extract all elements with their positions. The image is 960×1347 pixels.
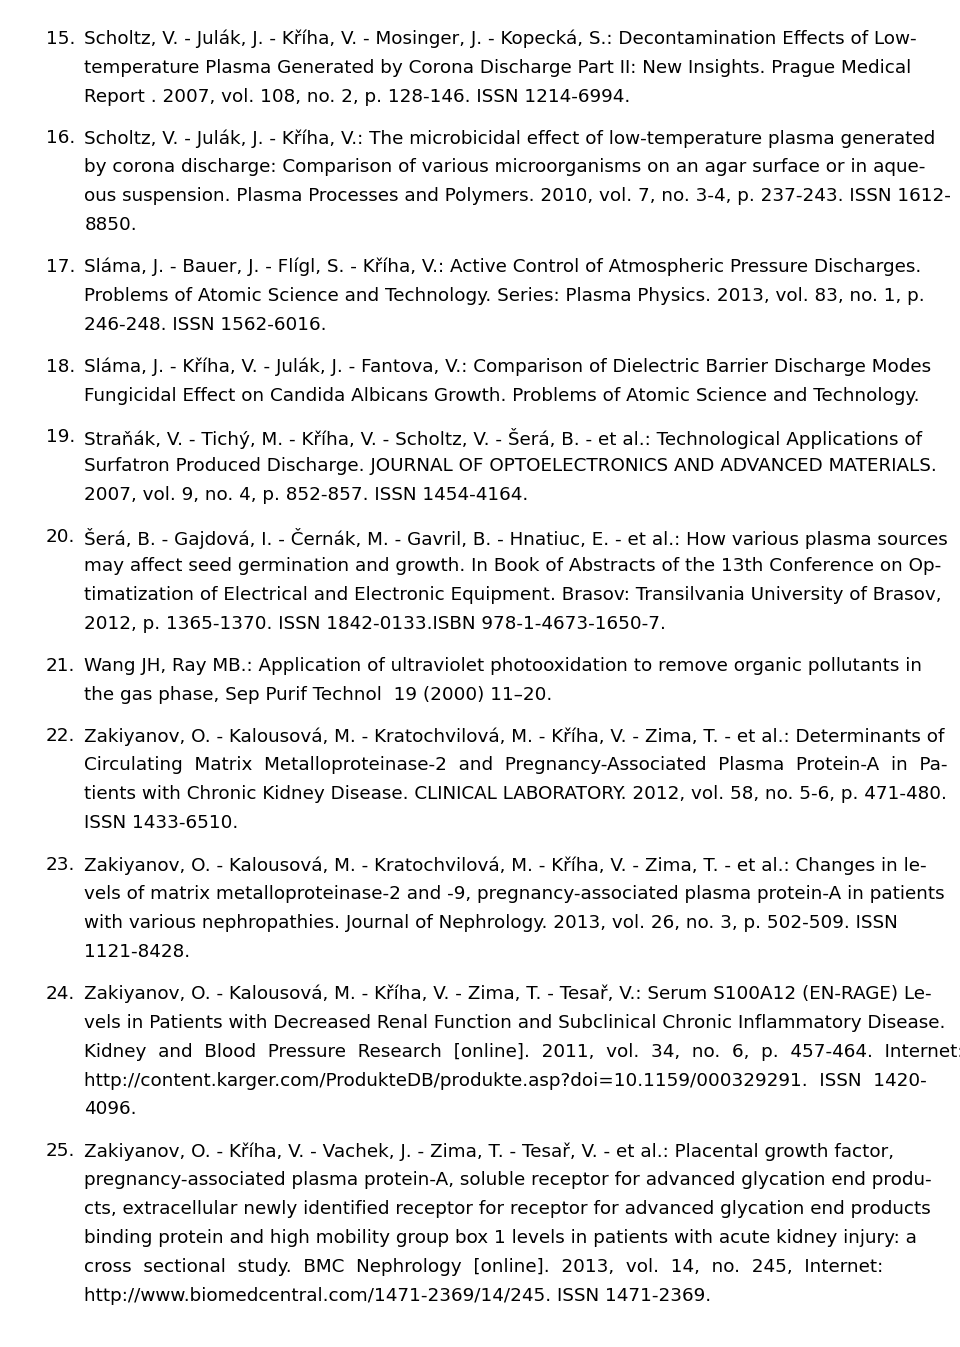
Text: ISSN 1433-6510.: ISSN 1433-6510. (84, 814, 239, 832)
Text: Kidney  and  Blood  Pressure  Research  [online].  2011,  vol.  34,  no.  6,  p.: Kidney and Blood Pressure Research [onli… (84, 1043, 960, 1060)
Text: Fungicidal Effect on Candida Albicans Growth. Problems of Atomic Science and Tec: Fungicidal Effect on Candida Albicans Gr… (84, 387, 920, 404)
Text: http://content.karger.com/ProdukteDB/produkte.asp?doi=10.1159/000329291.  ISSN  : http://content.karger.com/ProdukteDB/pro… (84, 1071, 927, 1090)
Text: 16.: 16. (46, 129, 75, 147)
Text: 18.: 18. (46, 357, 75, 376)
Text: 15.: 15. (46, 30, 76, 47)
Text: binding protein and high mobility group box 1 levels in patients with acute kidn: binding protein and high mobility group … (84, 1228, 918, 1247)
Text: 2012, p. 1365-1370. ISSN 1842-0133.ISBN 978-1-4673-1650-7.: 2012, p. 1365-1370. ISSN 1842-0133.ISBN … (84, 614, 666, 633)
Text: may affect seed germination and growth. In Book of Abstracts of the 13th Confere: may affect seed germination and growth. … (84, 556, 942, 575)
Text: 17.: 17. (46, 259, 76, 276)
Text: vels of matrix metalloproteinase-2 and -9, pregnancy-associated plasma protein-A: vels of matrix metalloproteinase-2 and -… (84, 885, 945, 902)
Text: vels in Patients with Decreased Renal Function and Subclinical Chronic Inflammat: vels in Patients with Decreased Renal Fu… (84, 1013, 946, 1032)
Text: 23.: 23. (46, 855, 76, 874)
Text: 24.: 24. (46, 985, 75, 1002)
Text: Zakiyanov, O. - Kalousová, M. - Kratochvilová, M. - Kříha, V. - Zima, T. - et al: Zakiyanov, O. - Kalousová, M. - Kratochv… (84, 855, 927, 874)
Text: Wang JH, Ray MB.: Application of ultraviolet photooxidation to remove organic po: Wang JH, Ray MB.: Application of ultravi… (84, 656, 923, 675)
Text: the gas phase, Sep Purif Technol  19 (2000) 11–20.: the gas phase, Sep Purif Technol 19 (200… (84, 686, 553, 703)
Text: timatization of Electrical and Electronic Equipment. Brasov: Transilvania Univer: timatization of Electrical and Electroni… (84, 586, 942, 603)
Text: Problems of Atomic Science and Technology. Series: Plasma Physics. 2013, vol. 83: Problems of Atomic Science and Technolog… (84, 287, 925, 304)
Text: Scholtz, V. - Julák, J. - Kříha, V. - Mosinger, J. - Kopecká, S.: Decontaminatio: Scholtz, V. - Julák, J. - Kříha, V. - Mo… (84, 30, 917, 48)
Text: Sláma, J. - Bauer, J. - Flígl, S. - Kříha, V.: Active Control of Atmospheric Pre: Sláma, J. - Bauer, J. - Flígl, S. - Kříh… (84, 259, 922, 276)
Text: with various nephropathies. Journal of Nephrology. 2013, vol. 26, no. 3, p. 502-: with various nephropathies. Journal of N… (84, 913, 899, 932)
Text: 2007, vol. 9, no. 4, p. 852-857. ISSN 1454-4164.: 2007, vol. 9, no. 4, p. 852-857. ISSN 14… (84, 486, 529, 504)
Text: 25.: 25. (46, 1142, 76, 1160)
Text: 246-248. ISSN 1562-6016.: 246-248. ISSN 1562-6016. (84, 315, 327, 334)
Text: Šerá, B. - Gajdová, I. - Černák, M. - Gavril, B. - Hnatiuc, E. - et al.: How var: Šerá, B. - Gajdová, I. - Černák, M. - Ga… (84, 528, 948, 550)
Text: Zakiyanov, O. - Kříha, V. - Vachek, J. - Zima, T. - Tesař, V. - et al.: Placenta: Zakiyanov, O. - Kříha, V. - Vachek, J. -… (84, 1142, 895, 1161)
Text: Straňák, V. - Tichý, M. - Kříha, V. - Scholtz, V. - Šerá, B. - et al.: Technolog: Straňák, V. - Tichý, M. - Kříha, V. - Sc… (84, 428, 923, 450)
Text: Scholtz, V. - Julák, J. - Kříha, V.: The microbicidal effect of low-temperature : Scholtz, V. - Julák, J. - Kříha, V.: The… (84, 129, 936, 148)
Text: ous suspension. Plasma Processes and Polymers. 2010, vol. 7, no. 3-4, p. 237-243: ous suspension. Plasma Processes and Pol… (84, 187, 951, 205)
Text: Report . 2007, vol. 108, no. 2, p. 128-146. ISSN 1214-6994.: Report . 2007, vol. 108, no. 2, p. 128-1… (84, 88, 631, 105)
Text: pregnancy-associated plasma protein-A, soluble receptor for advanced glycation e: pregnancy-associated plasma protein-A, s… (84, 1171, 932, 1189)
Text: Zakiyanov, O. - Kalousová, M. - Kratochvilová, M. - Kříha, V. - Zima, T. - et al: Zakiyanov, O. - Kalousová, M. - Kratochv… (84, 727, 945, 746)
Text: Zakiyanov, O. - Kalousová, M. - Kříha, V. - Zima, T. - Tesař, V.: Serum S100A12 : Zakiyanov, O. - Kalousová, M. - Kříha, V… (84, 985, 932, 1004)
Text: cts, extracellular newly identified receptor for receptor for advanced glycation: cts, extracellular newly identified rece… (84, 1200, 931, 1218)
Text: Sláma, J. - Kříha, V. - Julák, J. - Fantova, V.: Comparison of Dielectric Barrie: Sláma, J. - Kříha, V. - Julák, J. - Fant… (84, 357, 931, 376)
Text: tients with Chronic Kidney Disease. CLINICAL LABORATORY. 2012, vol. 58, no. 5-6,: tients with Chronic Kidney Disease. CLIN… (84, 785, 948, 803)
Text: 4096.: 4096. (84, 1100, 137, 1118)
Text: temperature Plasma Generated by Corona Discharge Part II: New Insights. Prague M: temperature Plasma Generated by Corona D… (84, 58, 912, 77)
Text: cross  sectional  study.  BMC  Nephrology  [online].  2013,  vol.  14,  no.  245: cross sectional study. BMC Nephrology [o… (84, 1258, 884, 1276)
Text: 22.: 22. (46, 727, 76, 745)
Text: 21.: 21. (46, 656, 76, 675)
Text: Surfatron Produced Discharge. JOURNAL OF OPTOELECTRONICS AND ADVANCED MATERIALS.: Surfatron Produced Discharge. JOURNAL OF… (84, 457, 937, 475)
Text: http://www.biomedcentral.com/1471-2369/14/245. ISSN 1471-2369.: http://www.biomedcentral.com/1471-2369/1… (84, 1286, 711, 1305)
Text: 1121-8428.: 1121-8428. (84, 943, 191, 960)
Text: Circulating  Matrix  Metalloproteinase-2  and  Pregnancy-Associated  Plasma  Pro: Circulating Matrix Metalloproteinase-2 a… (84, 756, 948, 775)
Text: 8850.: 8850. (84, 216, 137, 234)
Text: by corona discharge: Comparison of various microorganisms on an agar surface or : by corona discharge: Comparison of vario… (84, 159, 925, 176)
Text: 20.: 20. (46, 528, 76, 546)
Text: 19.: 19. (46, 428, 75, 446)
